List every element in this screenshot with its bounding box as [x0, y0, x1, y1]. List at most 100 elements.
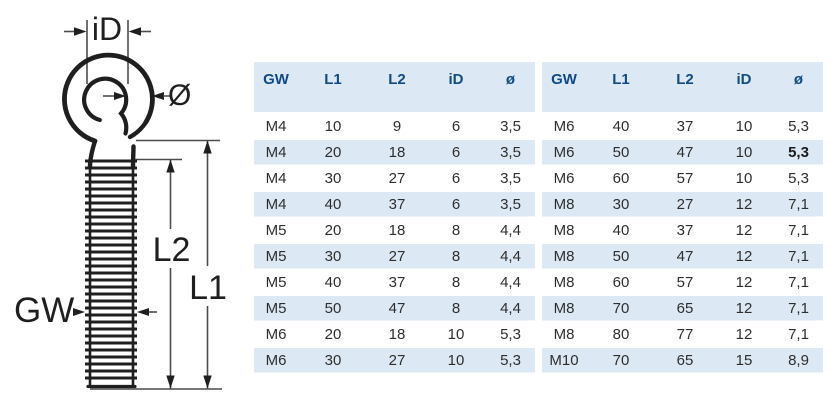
table-header-row: GW L1 L2 iD ø [254, 62, 535, 112]
table-cell: M8 [553, 300, 575, 317]
table-cell: M8 [553, 222, 575, 239]
table-row: M8 70 65 12 7,1 [542, 296, 823, 322]
table-row: M8 80 77 12 7,1 [542, 322, 823, 348]
table-cell: 12 [735, 326, 753, 343]
table-cell: 37 [676, 118, 694, 135]
table-row: M10 70 65 15 8,9 [542, 348, 823, 374]
table-cell: M4 [265, 170, 287, 187]
table-cell: 6 [451, 118, 461, 135]
gw-callout: GW [14, 291, 157, 330]
table-cell: 7,1 [788, 196, 809, 213]
dim-label-gw: GW [14, 291, 74, 330]
table-cell: 10 [735, 144, 753, 161]
table-cell: 60 [612, 170, 630, 187]
table-cell: 27 [388, 170, 406, 187]
table-cell: 40 [612, 118, 630, 135]
table-cell: 50 [324, 300, 342, 317]
table-cell: M8 [553, 248, 575, 265]
table-cell: 37 [388, 196, 406, 213]
table-cell: 7,1 [788, 274, 809, 291]
col-header-l2: L2 [676, 71, 694, 88]
table-cell: 65 [676, 300, 694, 317]
table-cell: 10 [447, 352, 465, 369]
table-cell: 12 [735, 196, 753, 213]
l2-dimension: L2 [135, 158, 191, 389]
table-cell: 47 [676, 144, 694, 161]
table-cell: 4,4 [500, 248, 521, 265]
col-header-diameter: ø [505, 71, 516, 88]
table-body: M4 10 9 6 3,5 M4 20 18 6 3,5 M4 30 27 6 3,5 M4 40 37 6 3,5 M… [254, 114, 535, 374]
table-cell: 8 [451, 222, 461, 239]
table-cell: 8 [451, 274, 461, 291]
table-row: M8 60 57 12 7,1 [542, 270, 823, 296]
id-dimension: iD [64, 11, 151, 84]
table-cell: M6 [265, 326, 287, 343]
table-cell: 47 [388, 300, 406, 317]
table-cell: 30 [324, 248, 342, 265]
table-row: M5 40 37 8 4,4 [254, 270, 535, 296]
table-cell: 3,5 [500, 118, 521, 135]
table-cell: M8 [553, 196, 575, 213]
table-row: M8 50 47 12 7,1 [542, 244, 823, 270]
table-row: M8 30 27 12 7,1 [542, 192, 823, 218]
table-cell: M4 [265, 144, 287, 161]
table-cell: 30 [612, 196, 630, 213]
table-cell: 77 [676, 326, 694, 343]
table-row: M6 20 18 10 5,3 [254, 322, 535, 348]
table-cell: M6 [553, 144, 575, 161]
table-cell: 7,1 [788, 248, 809, 265]
table-cell: 57 [676, 170, 694, 187]
table-cell: M8 [553, 326, 575, 343]
table-cell: M6 [265, 352, 287, 369]
table-cell: 65 [676, 352, 694, 369]
table-cell: 30 [324, 352, 342, 369]
table-row: M8 40 37 12 7,1 [542, 218, 823, 244]
table-row: M5 30 27 8 4,4 [254, 244, 535, 270]
dim-label-l2: L2 [153, 231, 191, 269]
table-cell: M4 [265, 196, 287, 213]
table-cell: 5,3 [788, 170, 809, 187]
table-cell: 20 [324, 326, 342, 343]
spec-table: GW L1 L2 iD ø M4 10 9 6 3,5 M4 20 18 6 3,5 M4 30 27 6… [254, 62, 823, 374]
table-cell: 37 [676, 222, 694, 239]
dim-label-id: iD [92, 11, 122, 47]
table-cell: 20 [324, 222, 342, 239]
table-cell: 12 [735, 248, 753, 265]
table-cell: 6 [451, 196, 461, 213]
table-cell: 57 [676, 274, 694, 291]
table-cell: 37 [388, 274, 406, 291]
table-cell: M10 [549, 352, 579, 369]
table-cell: 47 [676, 248, 694, 265]
table-cell: M8 [553, 274, 575, 291]
col-header-diameter: ø [793, 71, 804, 88]
table-cell: 8,9 [788, 352, 809, 369]
col-header-l1: L1 [612, 71, 630, 88]
table-row: M4 40 37 6 3,5 [254, 192, 535, 218]
dim-label-l1: L1 [189, 269, 227, 307]
table-cell: 12 [735, 222, 753, 239]
table-cell: 10 [447, 326, 465, 343]
table-header-row: GW L1 L2 iD ø [542, 62, 823, 112]
table-cell: 5,3 [500, 352, 521, 369]
table-cell: 27 [388, 248, 406, 265]
table-cell: M6 [553, 170, 575, 187]
table-cell: 4,4 [500, 300, 521, 317]
table-cell: 3,5 [500, 170, 521, 187]
table-cell: 5,3 [788, 144, 809, 161]
dim-label-diameter: Ø [168, 79, 191, 112]
table-cell: M4 [265, 118, 287, 135]
eyebolt-technical-drawing: iD L1 L2 Ø GW [14, 11, 227, 390]
col-header-l2: L2 [388, 71, 406, 88]
table-cell: 12 [735, 274, 753, 291]
table-cell: 8 [451, 248, 461, 265]
col-header-gw: GW [263, 71, 289, 88]
table-cell: 9 [392, 118, 402, 135]
table-cell: 50 [612, 144, 630, 161]
table-row: M5 50 47 8 4,4 [254, 296, 535, 322]
table-row: M6 40 37 10 5,3 [542, 114, 823, 140]
spec-table-left-half: GW L1 L2 iD ø M4 10 9 6 3,5 M4 20 18 6 3,5 M4 30 27 6… [254, 62, 535, 374]
table-row: M4 30 27 6 3,5 [254, 166, 535, 192]
table-cell: 27 [676, 196, 694, 213]
table-cell: M6 [553, 118, 575, 135]
col-header-l1: L1 [324, 71, 342, 88]
